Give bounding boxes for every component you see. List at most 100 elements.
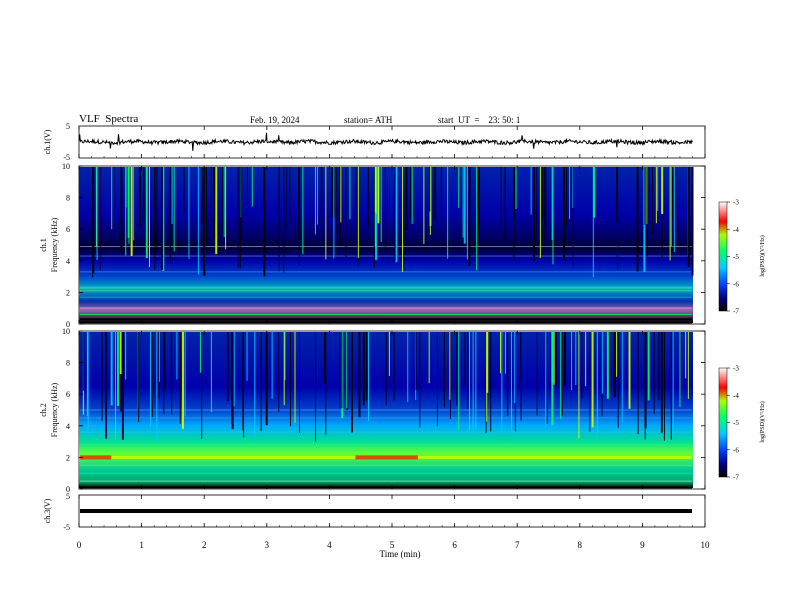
sferic-streak (125, 167, 127, 256)
sferic-streak (520, 332, 522, 421)
sferic-streak (407, 332, 409, 403)
spectral-band (80, 246, 692, 248)
sferic-streak (572, 167, 574, 268)
sferic-streak (214, 167, 216, 223)
sferic-streak (429, 167, 431, 212)
sferic-streak (539, 167, 541, 259)
ch2-colorbar: -3 -4 -5 -6 -7 log(PSD)(V²/Hz) (718, 365, 766, 482)
sferic-streak (581, 332, 583, 400)
ch1-spectrogram-image (79, 167, 693, 323)
spectral-band (80, 321, 692, 324)
sferic-streak (669, 167, 671, 261)
ch1-waveform-panel: 5 -5 ch.1(V) (43, 122, 706, 162)
spec-ytick-label: 4 (66, 257, 70, 266)
sferic-streak (617, 332, 619, 428)
sferic-streak (679, 332, 681, 407)
ch1-colorbar-label: log(PSD)(V²/Hz) (759, 235, 766, 276)
ch2-spectrogram-streaks (82, 332, 689, 443)
sferic-streak (552, 167, 554, 265)
sferic-streak (158, 332, 160, 382)
sferic-streak (243, 332, 245, 438)
spectral-band (80, 307, 692, 310)
spectral-band (80, 314, 692, 316)
spectral-band (80, 444, 692, 446)
spectral-band (80, 431, 692, 433)
sferic-streak (636, 167, 639, 272)
sferic-streak (321, 167, 323, 233)
sferic-streak (265, 332, 268, 426)
sferic-streak (691, 167, 694, 276)
sferic-streak (388, 332, 390, 377)
sferic-streak (644, 332, 646, 440)
sferic-streak (240, 167, 242, 218)
x-tick-label: 0 (77, 540, 82, 550)
sferic-streak (545, 332, 547, 428)
sferic-streak (589, 332, 591, 432)
spectral-band (80, 472, 692, 474)
sferic-streak (86, 332, 88, 417)
sferic-streak (341, 332, 343, 409)
sferic-streak (289, 167, 291, 224)
sferic-streak (545, 167, 547, 229)
sferic-streak (617, 167, 619, 271)
sferic-streak (171, 332, 173, 415)
sferic-streak (345, 167, 347, 258)
sferic-streak (128, 167, 130, 244)
sferic-streak (661, 167, 664, 215)
sferic-streak (613, 332, 616, 398)
sferic-streak (514, 332, 516, 403)
sferic-streak (530, 167, 532, 215)
sferic-streak (215, 167, 218, 255)
sferic-streak (116, 332, 119, 407)
sferic-streak (644, 167, 647, 225)
sferic-streak (533, 167, 536, 262)
sferic-streak (286, 167, 288, 229)
sferic-streak (125, 332, 127, 380)
sferic-streak (222, 167, 224, 234)
sferic-streak (394, 167, 396, 261)
sferic-streak (173, 167, 175, 252)
sferic-streak (188, 167, 190, 259)
sferic-streak (315, 332, 317, 442)
sferic-streak (181, 332, 184, 430)
sferic-streak (433, 167, 435, 220)
sferic-streak (571, 167, 573, 208)
sferic-streak (365, 332, 367, 401)
sferic-streak (254, 332, 256, 439)
sferic-streak (551, 167, 553, 241)
ch2-colorbar-ticks: -3 -4 -5 -6 -7 (727, 365, 739, 482)
ch2-spec-ylabel-line1: ch.2 (39, 403, 48, 417)
sferic-streak (138, 167, 141, 227)
spectral-band (80, 486, 692, 489)
sferic-streak (237, 167, 239, 268)
sferic-streak (298, 167, 300, 265)
sferic-streak (468, 167, 471, 267)
spec-ytick-label: 10 (62, 327, 70, 336)
sferic-streak (553, 332, 555, 385)
sferic-streak (395, 167, 398, 263)
sferic-streak (616, 332, 618, 377)
ch1-spectrogram-bands (80, 246, 692, 324)
sferic-streak (213, 167, 216, 240)
sferic-streak (336, 167, 338, 234)
x-tick-label: 1 (139, 540, 144, 550)
sferic-streak (554, 332, 557, 387)
sferic-streak (145, 167, 148, 259)
sferic-streak (687, 332, 689, 399)
spec-ytick-label: 8 (66, 194, 70, 203)
sferic-streak (201, 332, 203, 439)
sferic-streak (660, 332, 663, 433)
sferic-streak (325, 332, 327, 435)
sferic-streak (591, 332, 594, 428)
sferic-streak (501, 332, 503, 435)
x-tick-label: 7 (515, 540, 520, 550)
sferic-streak (513, 167, 515, 222)
sferic-streak (585, 332, 587, 387)
ch1-ytick-top: 5 (66, 122, 70, 131)
sferic-streak (374, 167, 376, 213)
sferic-streak (210, 167, 212, 228)
sferic-streak (150, 332, 152, 428)
sferic-streak (92, 167, 94, 278)
sferic-streak (367, 167, 369, 228)
sferic-streak (472, 332, 474, 432)
